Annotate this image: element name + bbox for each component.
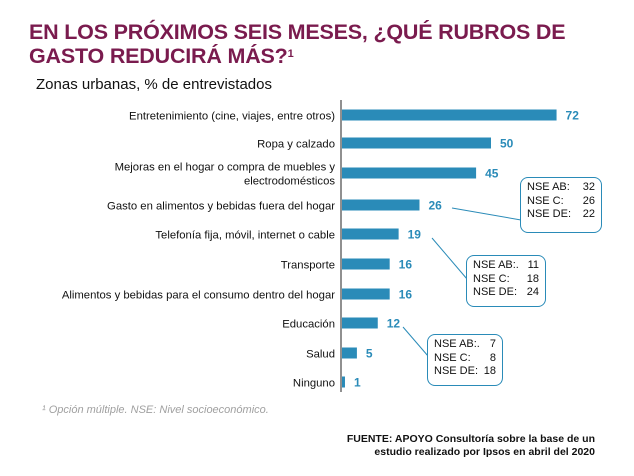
source-note: FUENTE: APOYO Consultoría sobre la base …: [270, 433, 595, 459]
callout-pointer: [451, 207, 522, 221]
callout-row: NSE C: 18: [473, 273, 539, 287]
bar: [342, 167, 477, 179]
bar-chart: 72 Entretenimiento (cine, viajes, entre o…: [62, 100, 580, 392]
category-label: Entretenimiento (cine, viajes, entre otr…: [129, 111, 335, 123]
callout-row-value: 26: [582, 194, 595, 207]
callout-row: NSE C: 8: [434, 352, 496, 366]
callout-nse-educacion: NSE AB:. 7 NSE C: 8 NSE DE: 18: [427, 334, 503, 386]
callout-row: NSE DE: 18: [434, 365, 496, 379]
callout-row-label: NSE AB:.: [473, 259, 519, 271]
bar-value-label: 1: [354, 376, 361, 390]
callout-row-value: 18: [526, 272, 539, 285]
callout-row-value: 22: [582, 208, 595, 220]
callout-pointer: [431, 237, 468, 280]
bar: [342, 258, 390, 270]
footnote: ¹ Opción múltiple. NSE: Nivel socioeconó…: [42, 404, 269, 416]
bar-value-label: 26: [428, 199, 442, 213]
callout-row: NSE DE: 22: [527, 208, 595, 222]
bar-value-label: 12: [387, 317, 401, 331]
category-label: Ninguno: [293, 378, 335, 390]
chart-subtitle: Zonas urbanas, % de entrevistados: [36, 76, 272, 93]
bar: [342, 347, 357, 359]
bar-value-label: 16: [399, 258, 413, 272]
bar-value-label: 45: [485, 167, 499, 181]
callout-row-value: 32: [582, 181, 595, 193]
callout-pointer: [402, 326, 429, 357]
category-label: Alimentos y bebidas para el consumo dent…: [62, 290, 335, 302]
category-label: Ropa y calzado: [257, 139, 335, 151]
bar-value-label: 16: [399, 288, 413, 302]
callout-row-label: NSE DE:: [434, 365, 479, 377]
bar-value-label: 50: [500, 137, 514, 151]
callout-row-value: 18: [483, 365, 496, 377]
category-label: electrodomésticos: [244, 176, 335, 188]
callout-row-value: 7: [489, 338, 496, 350]
callout-row-label: NSE DE:: [473, 286, 518, 298]
callout-row-value: 8: [489, 351, 496, 364]
bar-value-label: 19: [408, 228, 422, 242]
callout-row-value: 24: [526, 286, 539, 298]
callout-row-value: 11: [527, 259, 539, 271]
callout-row: NSE C: 26: [527, 195, 595, 209]
bar: [342, 137, 491, 149]
category-label: Telefonía fija, móvil, internet o cable: [155, 230, 335, 242]
category-label: Transporte: [281, 260, 335, 272]
callout-row: NSE AB: 32: [527, 181, 595, 195]
callout-row-label: NSE C:: [434, 351, 471, 364]
callout-row-label: NSE AB:: [527, 181, 570, 193]
callout-row-label: NSE DE:: [527, 208, 572, 220]
bar-value-label: 5: [366, 347, 373, 361]
bar: [342, 109, 557, 121]
callout-nse-gasto-fuera: NSE AB: 32 NSE C: 26 NSE DE: 22: [520, 177, 602, 233]
bar: [342, 228, 399, 240]
chart-title: EN LOS PRÓXIMOS SEIS MESES, ¿QUÉ RUBROS …: [29, 20, 619, 68]
source-line-2: estudio realizado por Ipsos en abril del…: [374, 446, 595, 458]
source-line-1: FUENTE: APOYO Consultoría sobre la base …: [346, 433, 595, 445]
callout-row: NSE DE: 24: [473, 286, 539, 300]
callout-row: NSE AB:. 7: [434, 338, 496, 352]
bar: [342, 317, 378, 329]
bar: [342, 288, 390, 300]
category-label: Salud: [306, 349, 335, 361]
bar-value-label: 72: [566, 109, 580, 123]
title-footnote-marker: 1: [287, 48, 294, 60]
category-label: Gasto en alimentos y bebidas fuera del h…: [107, 201, 335, 213]
callout-row-label: NSE C:: [527, 194, 564, 207]
category-label: Mejoras en el hogar o compra de muebles …: [115, 162, 336, 174]
category-label: Educación: [282, 319, 335, 331]
bar: [342, 376, 345, 388]
callout-nse-telefonia: NSE AB:. 11 NSE C: 18 NSE DE: 24: [466, 255, 546, 307]
callout-row-label: NSE AB:.: [434, 338, 480, 350]
bar: [342, 199, 420, 211]
callout-row-label: NSE C:: [473, 272, 510, 285]
callout-row: NSE AB:. 11: [473, 259, 539, 273]
chart-title-text: EN LOS PRÓXIMOS SEIS MESES, ¿QUÉ RUBROS …: [29, 20, 566, 68]
